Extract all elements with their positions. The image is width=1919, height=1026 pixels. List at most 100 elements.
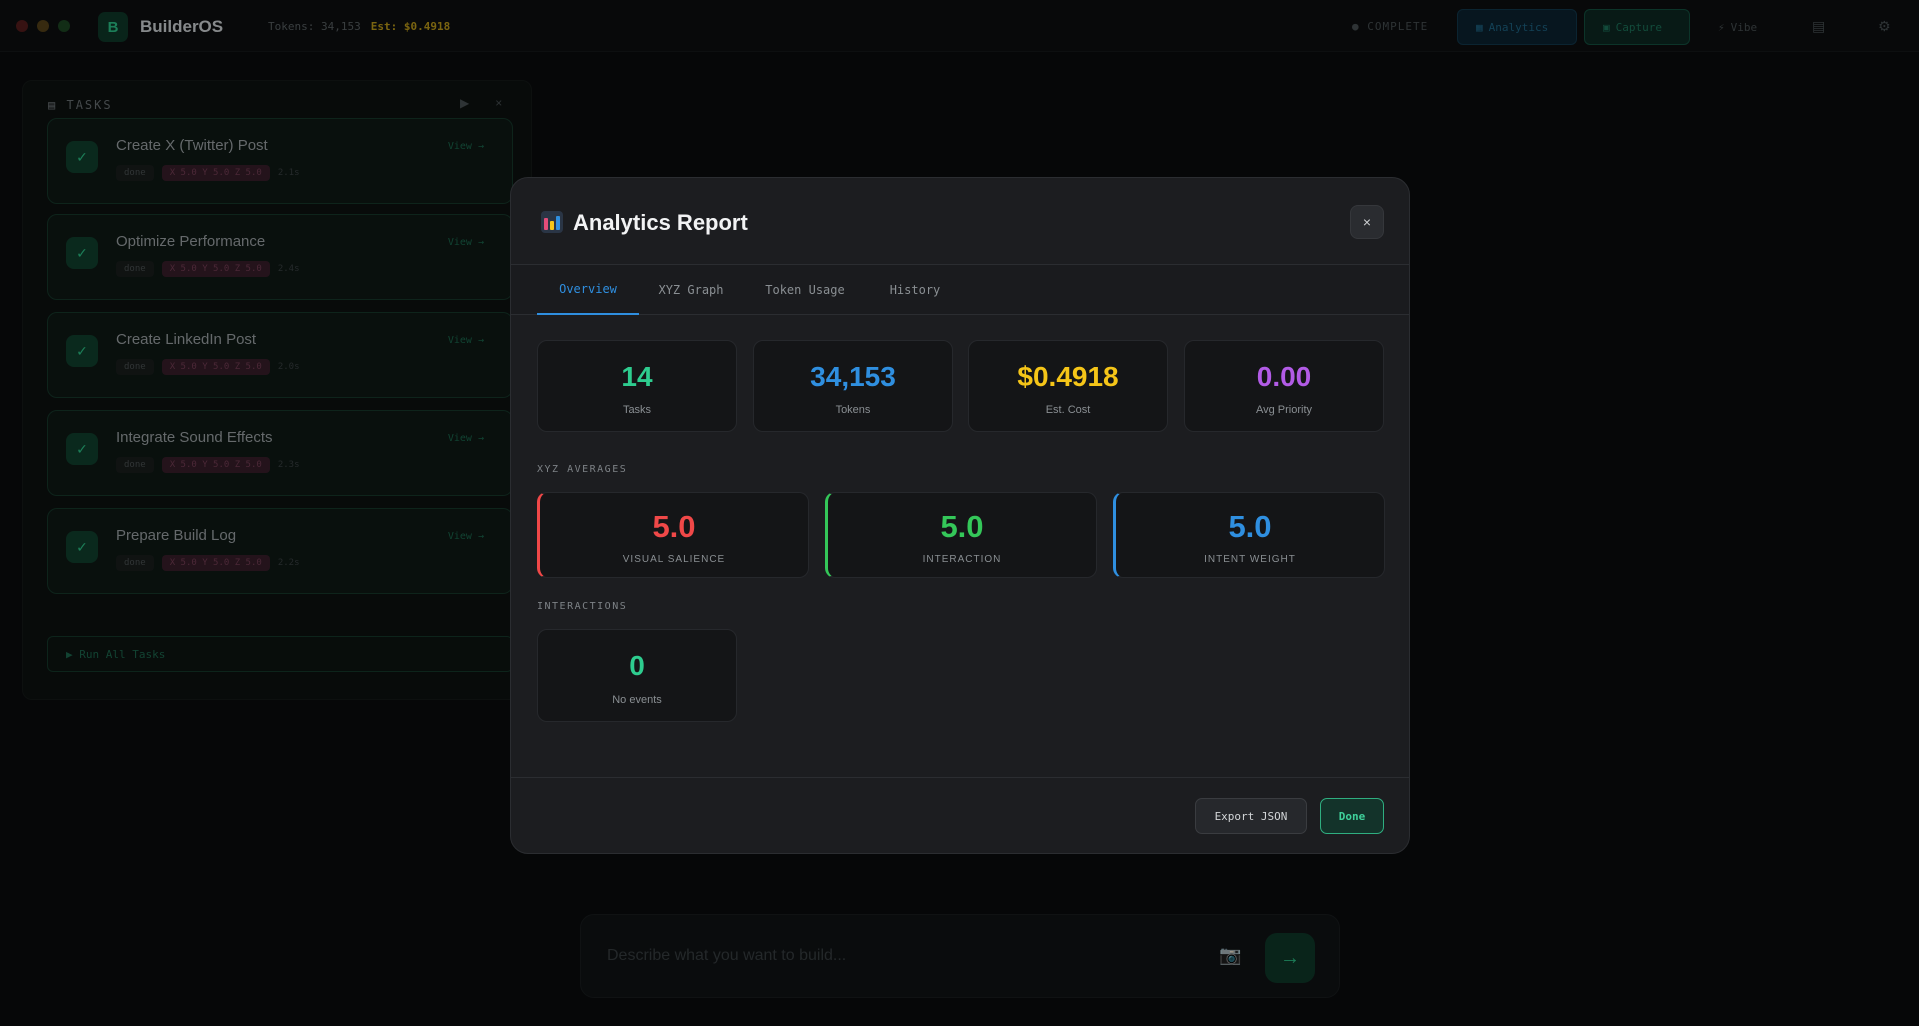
task-time: 2.2s <box>277 558 300 568</box>
task-view-link[interactable]: View → <box>447 141 484 152</box>
xyz-label: INTENT WEIGHT <box>1204 554 1296 565</box>
task-meta: done X 5.0 Y 5.0 Z 5.0 2.2s <box>116 555 300 571</box>
task-status-chip: done <box>116 261 154 277</box>
tokens-readout: Tokens: 34,153 <box>268 20 361 33</box>
task-title: Prepare Build Log <box>116 527 237 544</box>
run-all-tasks-button[interactable]: ▶ Run All Tasks <box>47 636 513 672</box>
interactions-label: No events <box>612 694 662 706</box>
check-icon: ✓ <box>66 237 98 269</box>
stat-card-avg-priority: 0.00 Avg Priority <box>1184 340 1384 432</box>
task-time: 2.4s <box>277 264 300 274</box>
stat-value: $0.4918 <box>1017 361 1119 392</box>
close-window-button[interactable] <box>16 20 28 32</box>
task-card[interactable]: ✓ Optimize Performance done X 5.0 Y 5.0 … <box>47 214 513 300</box>
stat-label: Tasks <box>622 404 652 416</box>
stat-label: Tokens <box>835 404 871 416</box>
task-time: 2.0s <box>277 362 300 372</box>
prompt-input[interactable]: Describe what you want to build... <box>607 947 847 964</box>
window-controls <box>16 20 70 32</box>
task-card[interactable]: ✓ Create X (Twitter) Post done X 5.0 Y 5… <box>47 118 513 204</box>
check-icon: ✓ <box>66 141 98 173</box>
stat-card-tasks: 14 Tasks <box>537 340 737 432</box>
xyz-card-visual-salience: 5.0 VISUAL SALIENCE <box>537 492 809 578</box>
modal-header: Analytics Report × <box>511 178 1409 265</box>
export-json-button[interactable]: Export JSON <box>1195 798 1307 834</box>
task-title: Create LinkedIn Post <box>116 331 257 348</box>
modal-title: Analytics Report <box>573 210 748 235</box>
task-meta: done X 5.0 Y 5.0 Z 5.0 2.3s <box>116 457 300 473</box>
task-title: Optimize Performance <box>116 233 266 250</box>
task-status-chip: done <box>116 359 154 375</box>
interactions-heading: INTERACTIONS <box>537 601 628 612</box>
camera-icon: ▣ <box>1603 20 1610 34</box>
task-xyz-chip: X 5.0 Y 5.0 Z 5.0 <box>161 165 270 181</box>
check-icon: ✓ <box>66 433 98 465</box>
tasks-header-actions: ▶ × <box>460 96 502 110</box>
xyz-value: 5.0 <box>940 509 984 544</box>
stat-card-cost: $0.4918 Est. Cost <box>968 340 1168 432</box>
task-card[interactable]: ✓ Integrate Sound Effects done X 5.0 Y 5… <box>47 410 513 496</box>
task-title: Create X (Twitter) Post <box>116 137 268 154</box>
top-bar: B BuilderOS Tokens: 34,153 Est: $0.4918 … <box>0 0 1919 52</box>
token-cost-strip: Tokens: 34,153 Est: $0.4918 <box>268 20 450 33</box>
task-xyz-chip: X 5.0 Y 5.0 Z 5.0 <box>161 457 270 473</box>
bolt-icon: ⚡ <box>1718 20 1725 34</box>
tab-overview[interactable]: Overview <box>537 265 639 315</box>
task-title: Integrate Sound Effects <box>116 429 273 446</box>
task-xyz-chip: X 5.0 Y 5.0 Z 5.0 <box>161 261 270 277</box>
tab-history[interactable]: History <box>889 283 941 297</box>
stat-label: Est. Cost <box>1045 404 1091 416</box>
status-badge: ● COMPLETE <box>1352 20 1429 33</box>
task-time: 2.3s <box>277 460 300 470</box>
brand-name: BuilderOS <box>140 17 224 36</box>
interactions-value: 0 <box>629 650 645 681</box>
tab-xyz-graph[interactable]: XYZ Graph <box>658 283 724 297</box>
maximize-window-button[interactable] <box>58 20 70 32</box>
task-status-chip: done <box>116 165 154 181</box>
task-meta: done X 5.0 Y 5.0 Z 5.0 2.4s <box>116 261 300 277</box>
xyz-averages-heading: XYZ AVERAGES <box>537 464 628 475</box>
xyz-value: 5.0 <box>1228 509 1272 544</box>
stat-card-tokens: 34,153 Tokens <box>753 340 953 432</box>
modal-close-button[interactable]: × <box>1350 205 1384 239</box>
stat-label: Avg Priority <box>1255 404 1313 416</box>
minimize-window-button[interactable] <box>37 20 49 32</box>
xyz-card-intent-weight: 5.0 INTENT WEIGHT <box>1113 492 1385 578</box>
xyz-label: VISUAL SALIENCE <box>622 554 726 565</box>
close-icon[interactable]: × <box>495 96 503 110</box>
task-view-link[interactable]: View → <box>447 433 484 444</box>
xyz-card-interaction: 5.0 INTERACTION <box>825 492 1097 578</box>
analytics-modal: Analytics Report × Overview XYZ Graph To… <box>510 177 1410 854</box>
task-meta: done X 5.0 Y 5.0 Z 5.0 2.0s <box>116 359 300 375</box>
task-view-link[interactable]: View → <box>447 335 484 346</box>
done-button[interactable]: Done <box>1320 798 1384 834</box>
play-icon[interactable]: ▶ <box>460 96 470 110</box>
check-icon: ✓ <box>66 335 98 367</box>
close-icon: × <box>1362 214 1372 230</box>
camera-icon[interactable]: 📷 <box>1219 945 1242 965</box>
stat-value: 34,153 <box>810 361 896 392</box>
interactions-card: 0 No events <box>537 629 737 722</box>
stat-value: 0.00 <box>1256 361 1312 392</box>
analytics-button[interactable]: ▦ Analytics <box>1457 9 1577 45</box>
capture-button[interactable]: ▣ Capture <box>1584 9 1690 45</box>
tasks-header: ▤ TASKS <box>48 98 113 112</box>
task-xyz-chip: X 5.0 Y 5.0 Z 5.0 <box>161 359 270 375</box>
task-view-link[interactable]: View → <box>447 531 484 542</box>
modal-tabs: Overview XYZ Graph Token Usage History <box>511 265 1409 315</box>
check-icon: ✓ <box>66 531 98 563</box>
cost-readout: Est: $0.4918 <box>370 20 451 33</box>
prompt-composer: Describe what you want to build... 📷 → <box>580 914 1340 998</box>
task-status-chip: done <box>116 457 154 473</box>
document-icon[interactable]: ▤ <box>1812 18 1826 34</box>
task-time: 2.1s <box>277 168 300 178</box>
settings-icon[interactable]: ⚙ <box>1878 18 1891 34</box>
task-card[interactable]: ✓ Create LinkedIn Post done X 5.0 Y 5.0 … <box>47 312 513 398</box>
task-status-chip: done <box>116 555 154 571</box>
task-view-link[interactable]: View → <box>447 237 484 248</box>
vibe-button[interactable]: ⚡ Vibe <box>1718 20 1758 34</box>
tab-token-usage[interactable]: Token Usage <box>765 283 845 297</box>
task-xyz-chip: X 5.0 Y 5.0 Z 5.0 <box>161 555 270 571</box>
send-button[interactable]: → <box>1265 933 1315 983</box>
xyz-label: INTERACTION <box>922 554 1002 565</box>
